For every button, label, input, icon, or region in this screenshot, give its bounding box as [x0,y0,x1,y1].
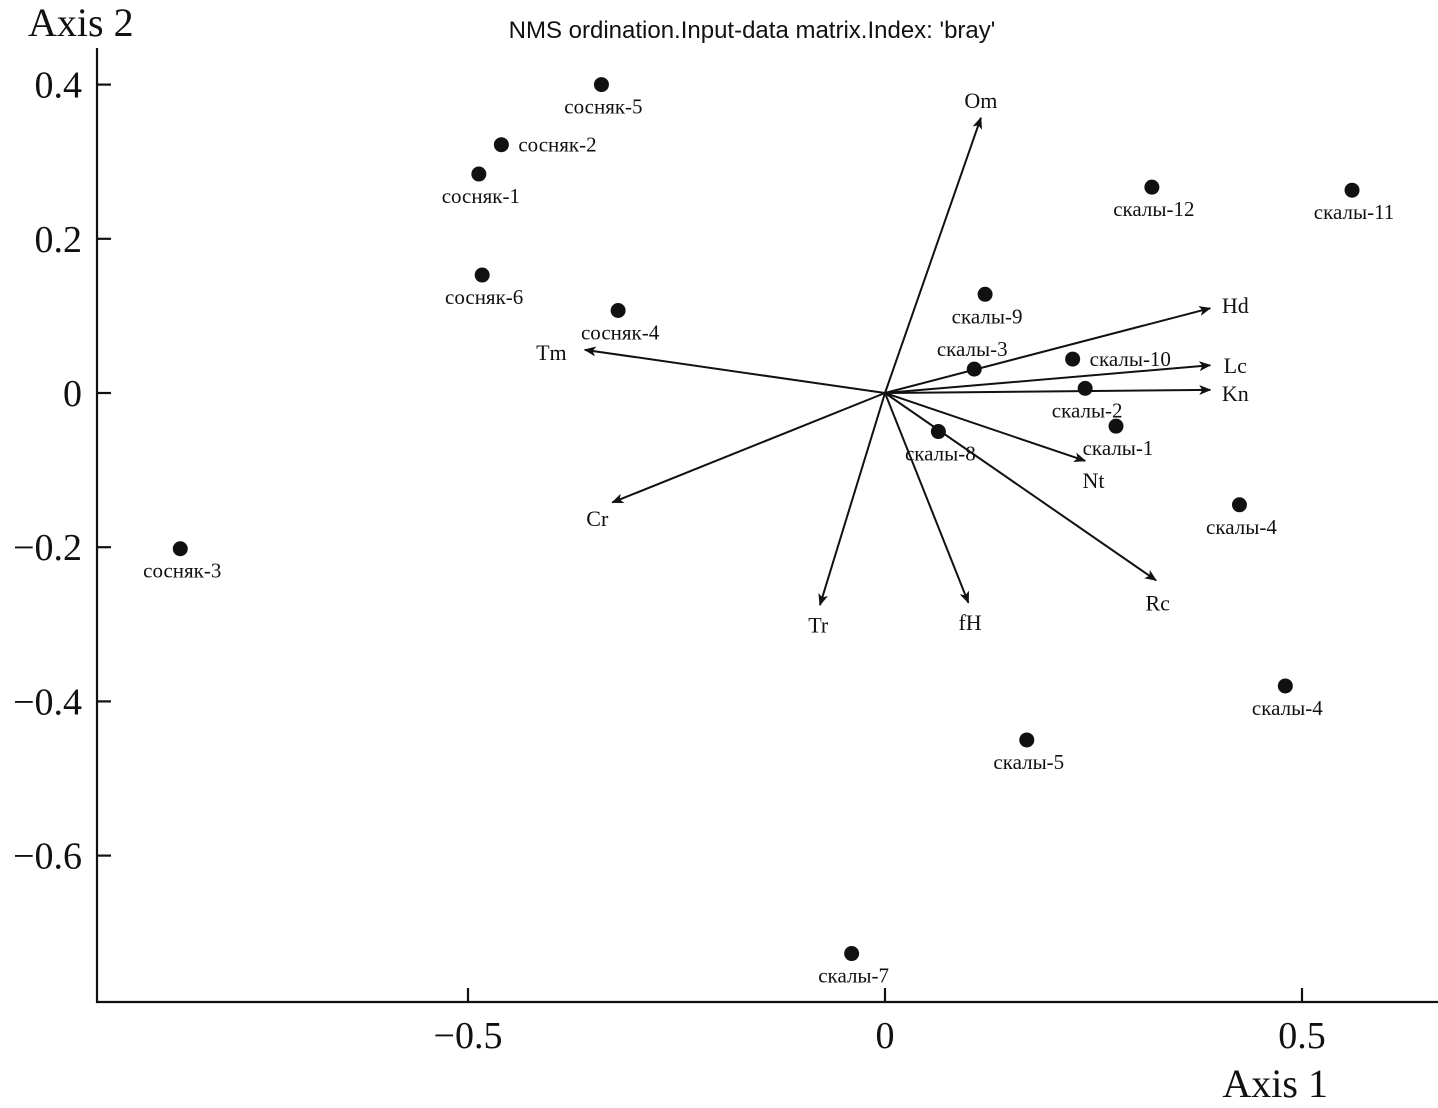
site-point-label: скалы-8 [905,442,976,466]
y-tick-label: 0.4 [35,65,83,107]
site-point-label: сосняк-3 [143,559,221,583]
vector-arrow-fh [884,392,970,604]
vector-label: Nt [1083,468,1105,493]
vector-label: fH [958,610,981,635]
vector-label: Om [964,88,997,113]
x-axis-title: Axis 1 [1222,1061,1328,1106]
vector-label: Tr [808,612,829,637]
axis-ticks: −0.5 0 0.5 0.4 0.2 0 −0.2 −0.4 −0.6 [13,65,1326,1057]
vector-arrow-nt [884,392,1087,463]
site-point [1108,418,1124,434]
site-point [1077,380,1093,396]
site-point [474,267,490,283]
vector-arrow-hd [884,306,1212,394]
site-point [1344,182,1360,198]
y-axis-title: Axis 2 [28,0,134,45]
vector-arrow-tm [583,346,886,394]
vector-arrow-tr [818,392,886,606]
vector-arrow-om [884,116,983,394]
site-point [471,166,487,182]
x-tick-label: 0.5 [1278,1015,1326,1057]
vector-label: Rc [1145,591,1170,616]
vector-arrow-kn [884,385,1212,396]
x-tick-label: −0.5 [434,1015,503,1057]
vector-label: Hd [1222,293,1249,318]
site-point [844,946,860,962]
vector-label: Tm [536,340,567,365]
site-point-label: скалы-11 [1314,200,1395,224]
site-point-label: сосняк-5 [564,95,642,119]
chart-title: NMS ordination.Input-data matrix.Index: … [509,17,996,44]
site-point [977,286,993,302]
site-point-label: скалы-10 [1090,347,1171,371]
vector-label: Cr [586,506,609,531]
vector-arrow-cr [611,392,886,504]
y-tick-label: −0.4 [13,681,82,723]
site-point [172,541,188,557]
site-point-label: сосняк-4 [581,321,660,345]
site-point-label: скалы-5 [993,750,1064,774]
y-tick-label: −0.2 [13,527,82,569]
site-point-label: скалы-4 [1206,515,1277,539]
site-point [966,361,982,377]
y-tick-label: 0 [63,373,82,415]
site-point [930,424,946,440]
site-point [1019,732,1035,748]
site-point [1065,351,1081,367]
site-point-label: скалы-4 [1252,696,1323,720]
vector-label: Kn [1222,381,1249,406]
vector-label: Lc [1224,353,1247,378]
site-point [493,137,509,153]
site-points: сосняк-5 сосняк-2 сосняк-1 сосняк-6 сосняк-4… [143,77,1395,988]
site-point-label: скалы-7 [818,964,889,988]
site-point [1277,678,1293,694]
vector-arrow-rc [884,392,1157,582]
site-point-label: скалы-9 [952,304,1023,328]
site-point-label: сосняк-2 [518,133,596,157]
site-point [1231,497,1247,513]
y-tick-label: 0.2 [35,219,83,261]
site-point-label: скалы-3 [937,337,1008,361]
site-point [610,303,626,319]
site-point-label: сосняк-1 [442,184,520,208]
y-tick-label: −0.6 [13,836,82,878]
site-point-label: скалы-2 [1052,398,1123,422]
site-point [593,77,609,93]
site-point-label: скалы-12 [1113,197,1194,221]
site-point-label: сосняк-6 [445,285,523,309]
x-tick-label: 0 [876,1015,895,1057]
biplot-vectors: Om Hd Lc Kn Nt Rc fH Tr Cr Tm [536,88,1249,637]
site-point [1144,179,1160,195]
vector-arrow-lc [884,361,1212,394]
site-point-label: скалы-1 [1083,436,1154,460]
